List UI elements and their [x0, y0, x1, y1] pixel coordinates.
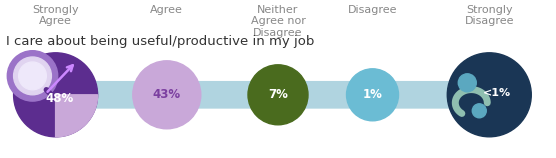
Circle shape [346, 69, 399, 121]
Circle shape [472, 104, 486, 118]
Text: 7%: 7% [268, 88, 288, 101]
Circle shape [13, 53, 98, 137]
Text: Agree: Agree [150, 5, 183, 15]
Text: 48%: 48% [46, 92, 74, 105]
Text: Disagree: Disagree [348, 5, 398, 15]
Text: I care about being useful/productive in my job: I care about being useful/productive in … [6, 35, 314, 48]
Text: Neither
Agree nor
Disagree: Neither Agree nor Disagree [251, 5, 305, 38]
Text: 43%: 43% [153, 88, 181, 101]
Circle shape [248, 65, 308, 125]
Circle shape [458, 74, 476, 92]
FancyBboxPatch shape [48, 81, 497, 109]
Circle shape [19, 62, 46, 90]
Wedge shape [56, 95, 98, 137]
Circle shape [7, 51, 58, 101]
Text: 1%: 1% [363, 88, 383, 101]
Text: Strongly
Disagree: Strongly Disagree [464, 5, 514, 26]
Circle shape [133, 61, 201, 129]
Circle shape [13, 57, 51, 95]
Circle shape [447, 53, 532, 137]
Text: Strongly
Agree: Strongly Agree [32, 5, 79, 26]
Text: <1%: <1% [483, 88, 512, 98]
